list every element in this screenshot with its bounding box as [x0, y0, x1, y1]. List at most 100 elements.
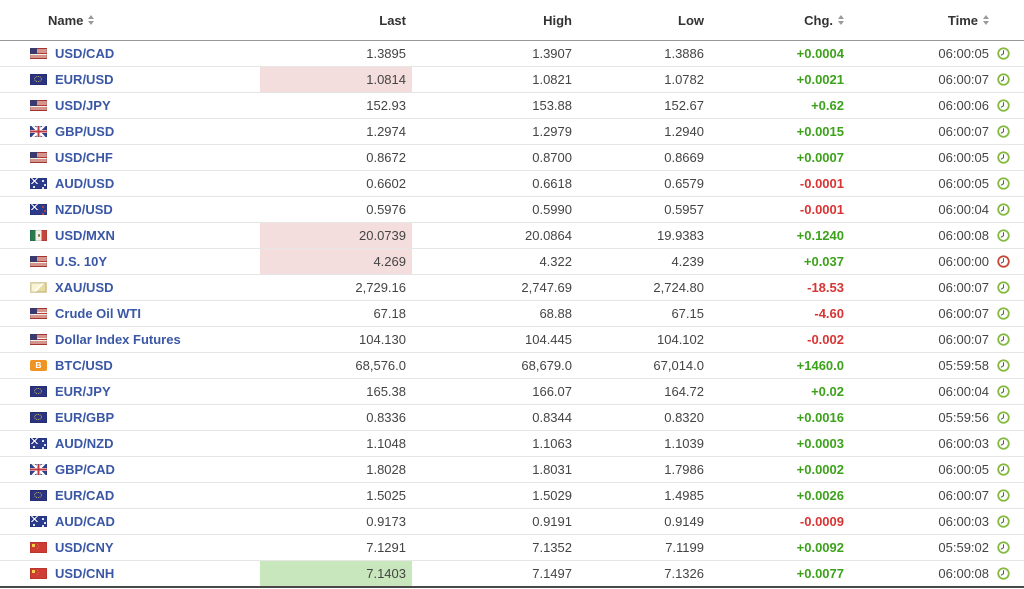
change-cell: +1460.0: [710, 352, 850, 379]
clock-cell: [995, 248, 1024, 275]
table-row: EUR/CAD 1.5025 1.5029 1.4985 +0.0026 06:…: [0, 482, 1024, 509]
table-row: USD/CHF 0.8672 0.8700 0.8669 +0.0007 06:…: [0, 144, 1024, 171]
clock-icon: [997, 73, 1010, 86]
column-header-low-label: Low: [678, 12, 704, 28]
high-cell: 1.8031: [412, 456, 578, 483]
low-cell: 0.8320: [578, 404, 710, 431]
low-cell: 1.4985: [578, 482, 710, 509]
us-flag-icon: [30, 100, 47, 111]
eu-flag-icon: [30, 412, 47, 423]
low-cell: 7.1326: [578, 560, 710, 587]
instrument-link[interactable]: GBP/USD: [55, 124, 115, 139]
clock-cell: [995, 300, 1024, 327]
column-header-chg[interactable]: Chg.: [710, 0, 850, 41]
instrument-link[interactable]: USD/CAD: [55, 46, 115, 61]
instrument-link[interactable]: USD/CNH: [55, 565, 115, 581]
instrument-cell: U.S. 10Y: [0, 248, 260, 275]
last-cell: 1.3895: [260, 40, 412, 67]
instrument-link[interactable]: AUD/NZD: [55, 436, 114, 451]
last-cell: 0.8672: [260, 144, 412, 171]
clock-cell: [995, 66, 1024, 93]
instrument-link[interactable]: EUR/GBP: [55, 410, 115, 425]
instrument-link[interactable]: XAU/USD: [55, 280, 114, 295]
time-cell: 06:00:07: [850, 118, 995, 145]
instrument-link[interactable]: USD/CNY: [55, 540, 114, 555]
time-cell: 06:00:05: [850, 40, 995, 67]
instrument-link[interactable]: EUR/JPY: [55, 384, 111, 399]
high-cell: 68.88: [412, 300, 578, 327]
high-cell: 1.1063: [412, 430, 578, 457]
instrument-link[interactable]: AUD/USD: [55, 176, 115, 191]
change-cell: +0.0003: [710, 430, 850, 457]
clock-icon: [997, 99, 1010, 112]
instrument-cell: USD/CNY: [0, 534, 260, 561]
time-cell: 05:59:56: [850, 404, 995, 431]
instrument-link[interactable]: USD/MXN: [55, 228, 115, 243]
clock-cell: [995, 352, 1024, 379]
last-cell: 0.6602: [260, 170, 412, 197]
instrument-link[interactable]: BTC/USD: [55, 358, 113, 373]
high-cell: 104.445: [412, 326, 578, 353]
time-cell: 06:00:07: [850, 274, 995, 301]
column-header-last-label: Last: [379, 12, 406, 28]
instrument-link[interactable]: NZD/USD: [55, 202, 113, 217]
last-cell: 1.0814: [260, 66, 412, 93]
clock-icon: [997, 255, 1010, 268]
instrument-cell: USD/CHF: [0, 144, 260, 171]
clock-cell: [995, 508, 1024, 535]
low-cell: 0.8669: [578, 144, 710, 171]
instrument-link[interactable]: U.S. 10Y: [55, 254, 108, 269]
last-cell: 104.130: [260, 326, 412, 353]
instrument-link[interactable]: Dollar Index Futures: [55, 332, 181, 347]
table-row: GBP/USD 1.2974 1.2979 1.2940 +0.0015 06:…: [0, 118, 1024, 145]
clock-icon: [997, 567, 1010, 580]
last-cell: 4.269: [260, 248, 412, 275]
clock-icon: [997, 385, 1010, 398]
instrument-link[interactable]: USD/JPY: [55, 98, 111, 113]
instrument-cell: AUD/CAD: [0, 508, 260, 535]
high-cell: 1.2979: [412, 118, 578, 145]
us-flag-icon: [30, 48, 47, 59]
last-cell: 1.1048: [260, 430, 412, 457]
clock-icon: [997, 307, 1010, 320]
clock-cell: [995, 430, 1024, 457]
column-header-name[interactable]: Name: [0, 0, 260, 41]
high-cell: 2,747.69: [412, 274, 578, 301]
last-cell: 20.0739: [260, 222, 412, 249]
instrument-link[interactable]: Crude Oil WTI: [55, 306, 141, 321]
clock-icon: [997, 515, 1010, 528]
high-cell: 1.0821: [412, 66, 578, 93]
time-cell: 06:00:03: [850, 430, 995, 457]
instrument-link[interactable]: EUR/CAD: [55, 488, 115, 503]
low-cell: 1.3886: [578, 40, 710, 67]
us-flag-icon: [30, 152, 47, 163]
instrument-link[interactable]: EUR/USD: [55, 72, 114, 87]
clock-cell: [995, 378, 1024, 405]
change-cell: +0.62: [710, 92, 850, 119]
instrument-cell: USD/MXN: [0, 222, 260, 249]
last-cell: 0.9173: [260, 508, 412, 535]
gb-flag-icon: [30, 126, 47, 137]
clock-cell: [995, 144, 1024, 171]
change-cell: -0.0001: [710, 196, 850, 223]
instrument-cell: AUD/NZD: [0, 430, 260, 457]
sort-icon: [983, 15, 989, 25]
instrument-link[interactable]: GBP/CAD: [55, 462, 115, 477]
change-cell: +0.0077: [710, 560, 850, 587]
change-cell: +0.02: [710, 378, 850, 405]
instrument-link[interactable]: AUD/CAD: [55, 514, 115, 529]
clock-cell: [995, 456, 1024, 483]
column-header-high-label: High: [543, 12, 572, 28]
au-flag-icon: [30, 516, 47, 527]
sort-icon: [88, 15, 95, 25]
low-cell: 1.7986: [578, 456, 710, 483]
column-header-time[interactable]: Time: [850, 0, 995, 41]
instrument-link[interactable]: USD/CHF: [55, 150, 113, 165]
time-cell: 06:00:05: [850, 144, 995, 171]
last-cell: 1.2974: [260, 118, 412, 145]
instrument-cell: GBP/USD: [0, 118, 260, 145]
change-cell: -0.0009: [710, 508, 850, 535]
time-cell: 06:00:07: [850, 482, 995, 509]
table-row: EUR/JPY 165.38 166.07 164.72 +0.02 06:00…: [0, 378, 1024, 405]
